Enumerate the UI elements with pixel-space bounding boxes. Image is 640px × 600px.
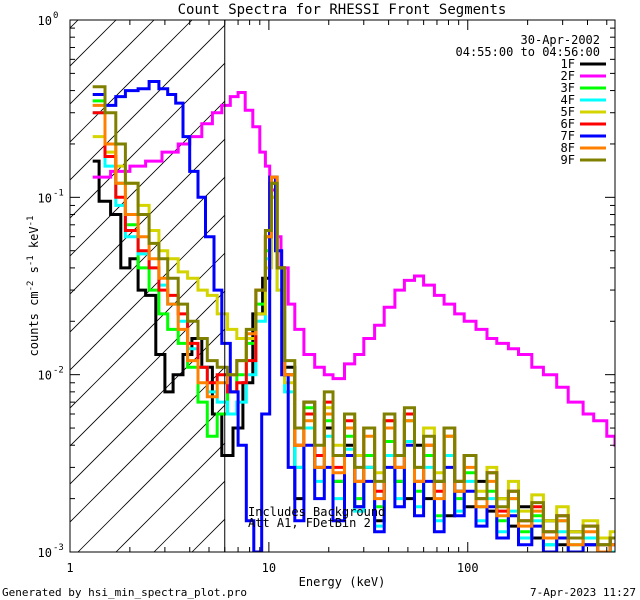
hatch-line (70, 24, 225, 181)
hatch-line (70, 20, 117, 67)
series-4F (92, 111, 615, 552)
y-tick-label: 10 (38, 369, 52, 383)
y-tick-label: 10 (38, 14, 52, 28)
legend-label-5F: 5F (561, 105, 575, 119)
legend-label-7F: 7F (561, 129, 575, 143)
hatch-line (70, 328, 225, 485)
hatch-line (344, 0, 640, 552)
hatch-line (0, 0, 108, 552)
legend-label-3F: 3F (561, 81, 575, 95)
y-axis-label: counts cm-2 s-1 keV-1 (26, 216, 41, 357)
legend-label-1F: 1F (561, 57, 575, 71)
hatch-line (458, 0, 640, 552)
hatch-line (70, 214, 225, 371)
footer-timestamp: 7-Apr-2023 11:27 (530, 586, 636, 599)
series-8F (92, 103, 615, 552)
series-7F (92, 80, 615, 552)
legend-label-4F: 4F (561, 93, 575, 107)
legend-label-2F: 2F (561, 69, 575, 83)
y-label-exp-kev: -1 (26, 216, 36, 227)
observation-date: 30-Apr-2002 (521, 33, 600, 47)
hatch-line (70, 366, 225, 523)
y-label-kev: keV (27, 226, 41, 255)
y-tick-exponent: 0 (53, 11, 58, 21)
hatch-line (70, 20, 155, 105)
hatch-line (70, 100, 225, 257)
hatch-line (70, 20, 193, 143)
hatch-line (115, 442, 225, 552)
excluded-energy-hatch (0, 0, 640, 552)
hatch-line (70, 138, 225, 295)
hatch-line (534, 0, 640, 552)
series-9F (92, 85, 615, 547)
chart-title: Count Spectra for RHESSI Front Segments (178, 2, 507, 18)
footer-generated-by: Generated by hsi_min_spectra_plot.pro (2, 586, 247, 599)
hatch-line (70, 20, 79, 29)
legend-label-6F: 6F (561, 117, 575, 131)
series-2F (92, 91, 615, 447)
y-label-s: s (27, 266, 41, 280)
y-tick-label: 10 (38, 546, 52, 560)
x-tick-label: 10 (262, 561, 276, 575)
legend-label-9F: 9F (561, 153, 575, 167)
legend-label-8F: 8F (561, 141, 575, 155)
y-tick-label: 10 (38, 191, 52, 205)
axis-ticks (69, 19, 615, 553)
x-axis-label: Energy (keV) (299, 575, 386, 589)
y-label-exp-s: -1 (26, 255, 36, 266)
x-edge-label: 1 (66, 561, 73, 575)
observation-time-range: 04:55:00 to 04:56:00 (456, 45, 601, 59)
y-tick-exponent: -3 (53, 543, 64, 553)
y-label-exp-cm: -2 (26, 281, 36, 292)
hatch-line (420, 0, 640, 552)
hatch-line (572, 0, 640, 552)
plot-frame (69, 19, 616, 553)
y-tick-exponent: -1 (53, 188, 64, 198)
y-label-main: counts cm (27, 291, 41, 356)
hatch-line (77, 404, 225, 552)
x-tick-label: 100 (457, 561, 479, 575)
annotation-background: Includes Background (248, 505, 385, 519)
y-tick-exponent: -2 (53, 366, 64, 376)
annotation-attenuator: Att A1, FDetBin 2 (248, 516, 371, 530)
